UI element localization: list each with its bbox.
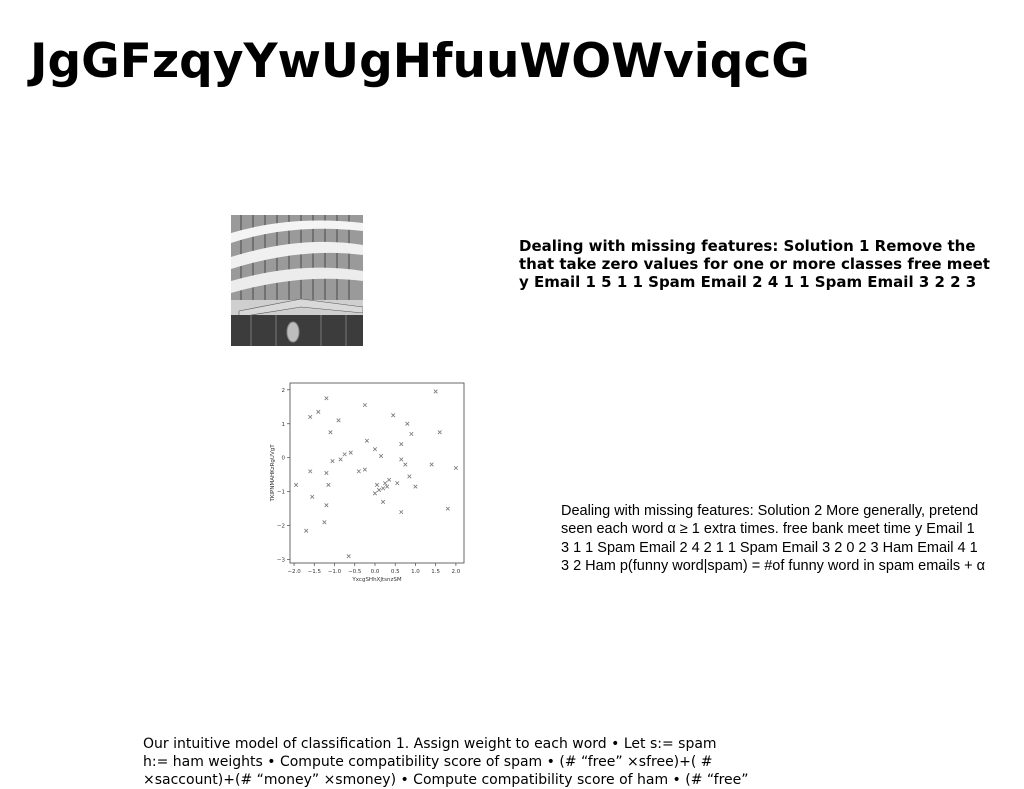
scatter-point bbox=[324, 470, 329, 476]
scatter-point bbox=[378, 453, 384, 459]
scatter-point bbox=[362, 402, 367, 408]
scatter-point bbox=[308, 469, 313, 474]
solution-2-text: Dealing with missing features: Solution … bbox=[561, 502, 1024, 575]
scatter-point bbox=[380, 499, 386, 504]
x-tick-label: 0.5 bbox=[391, 569, 400, 575]
text-line: ×saccount)+(# “money” ×smoney) • Compute… bbox=[143, 772, 749, 788]
y-tick-label: −3 bbox=[277, 558, 286, 564]
scatter-point bbox=[429, 462, 434, 467]
scatter-point bbox=[372, 491, 378, 496]
scatter-point bbox=[342, 452, 347, 457]
scatter-point bbox=[380, 486, 386, 491]
scatter-point bbox=[346, 554, 351, 559]
scatter-point bbox=[399, 509, 404, 515]
text-line: 3 2 Ham p(funny word|spam) = #of funny w… bbox=[561, 557, 985, 574]
scatter-point bbox=[403, 462, 408, 467]
scatter-point bbox=[356, 469, 361, 474]
scatter-point bbox=[348, 450, 353, 455]
x-tick-label: 1.5 bbox=[431, 569, 440, 575]
page-title: JgGFzqyYwUgHfuuWOWviqcG bbox=[30, 34, 810, 89]
y-axis-label: TKIPNMAHKzRgUVgT bbox=[270, 444, 276, 503]
scatter-chart: −2.0 −1.5 −1.0 −0.5 0.0 0.5 1.0 1.5 2.0 −3 −2 −1 0 1 2… bbox=[270, 382, 465, 583]
scatter-point bbox=[336, 418, 341, 423]
scatter-point bbox=[399, 442, 404, 447]
scatter-point bbox=[338, 457, 343, 462]
building-photo bbox=[231, 215, 363, 346]
scatter-point bbox=[376, 487, 382, 493]
scatter-point bbox=[407, 474, 412, 479]
scatter-point bbox=[326, 482, 331, 487]
y-tick-label: 0 bbox=[282, 456, 286, 462]
scatter-point bbox=[324, 396, 329, 401]
text-line: Dealing with missing features: Solution … bbox=[519, 237, 976, 255]
scatter-point bbox=[413, 484, 418, 489]
scatter-point bbox=[433, 389, 438, 394]
scatter-point bbox=[364, 438, 369, 443]
scatter-point bbox=[308, 414, 313, 420]
x-tick-label: −1.0 bbox=[328, 569, 342, 575]
text-line: 3 1 1 Spam Email 2 4 2 1 1 Spam Email 3 … bbox=[561, 539, 978, 556]
scatter-point bbox=[316, 409, 321, 414]
scatter-point bbox=[322, 520, 327, 525]
text-line: Our intuitive model of classification 1.… bbox=[143, 736, 717, 752]
x-tick-label: −1.5 bbox=[308, 569, 322, 575]
solution-1-text: Dealing with missing features: Solution … bbox=[519, 237, 1024, 291]
x-tick-label: 2.0 bbox=[452, 569, 461, 575]
scatter-point bbox=[437, 430, 442, 435]
scatter-point bbox=[385, 484, 390, 489]
y-tick-label: 2 bbox=[282, 388, 286, 394]
scatter-point bbox=[328, 430, 333, 435]
scatter-point bbox=[293, 482, 299, 487]
scatter-point bbox=[399, 457, 404, 462]
scatter-point bbox=[383, 481, 388, 486]
scatter-point bbox=[409, 431, 414, 437]
text-line: h:= ham weights • Compute compatibility … bbox=[143, 754, 713, 770]
scatter-point bbox=[395, 481, 400, 486]
scatter-point bbox=[405, 421, 410, 426]
x-tick-label: −0.5 bbox=[348, 569, 362, 575]
text-line: seen each word α ≥ 1 extra times. free b… bbox=[561, 521, 975, 538]
scatter-point bbox=[391, 413, 396, 418]
x-axis-label: YxcgSHhXJtsnzSM bbox=[351, 577, 401, 583]
scatter-point bbox=[362, 467, 367, 472]
scatter-point bbox=[330, 459, 335, 464]
y-tick-label: −2 bbox=[277, 524, 285, 530]
scatter-point bbox=[324, 503, 329, 508]
y-tick-label: 1 bbox=[282, 422, 286, 428]
classification-model-text: Our intuitive model of classification 1.… bbox=[143, 735, 783, 789]
scatter-point bbox=[310, 494, 315, 499]
building-photo-graphic bbox=[231, 215, 363, 346]
text-line: Dealing with missing features: Solution … bbox=[561, 503, 979, 519]
plot-frame bbox=[289, 382, 465, 564]
scatter-point bbox=[304, 528, 309, 533]
text-line: that take zero values for one or more cl… bbox=[519, 255, 990, 273]
x-tick-label: −2.0 bbox=[287, 569, 301, 575]
scatter-point bbox=[445, 506, 450, 511]
scatter-point bbox=[374, 482, 380, 487]
x-tick-label: 0.0 bbox=[371, 569, 380, 575]
scatter-point bbox=[372, 447, 378, 452]
scatter-point bbox=[453, 465, 458, 470]
scatter-point bbox=[387, 477, 392, 482]
text-line: y Email 1 5 1 1 Spam Email 2 4 1 1 Spam … bbox=[519, 273, 977, 291]
y-tick-label: −1 bbox=[277, 490, 285, 496]
x-tick-label: 1.0 bbox=[411, 569, 420, 575]
